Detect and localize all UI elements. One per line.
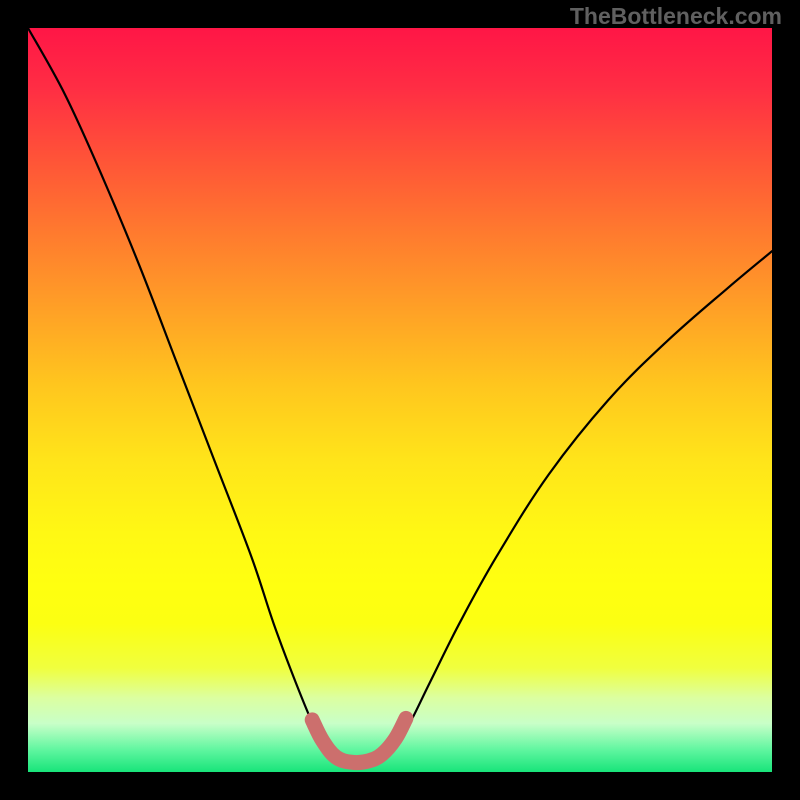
chart-container: TheBottleneck.com [0, 0, 800, 800]
bottleneck-chart [0, 0, 800, 800]
plot-background [28, 28, 772, 772]
watermark-text: TheBottleneck.com [570, 3, 782, 30]
